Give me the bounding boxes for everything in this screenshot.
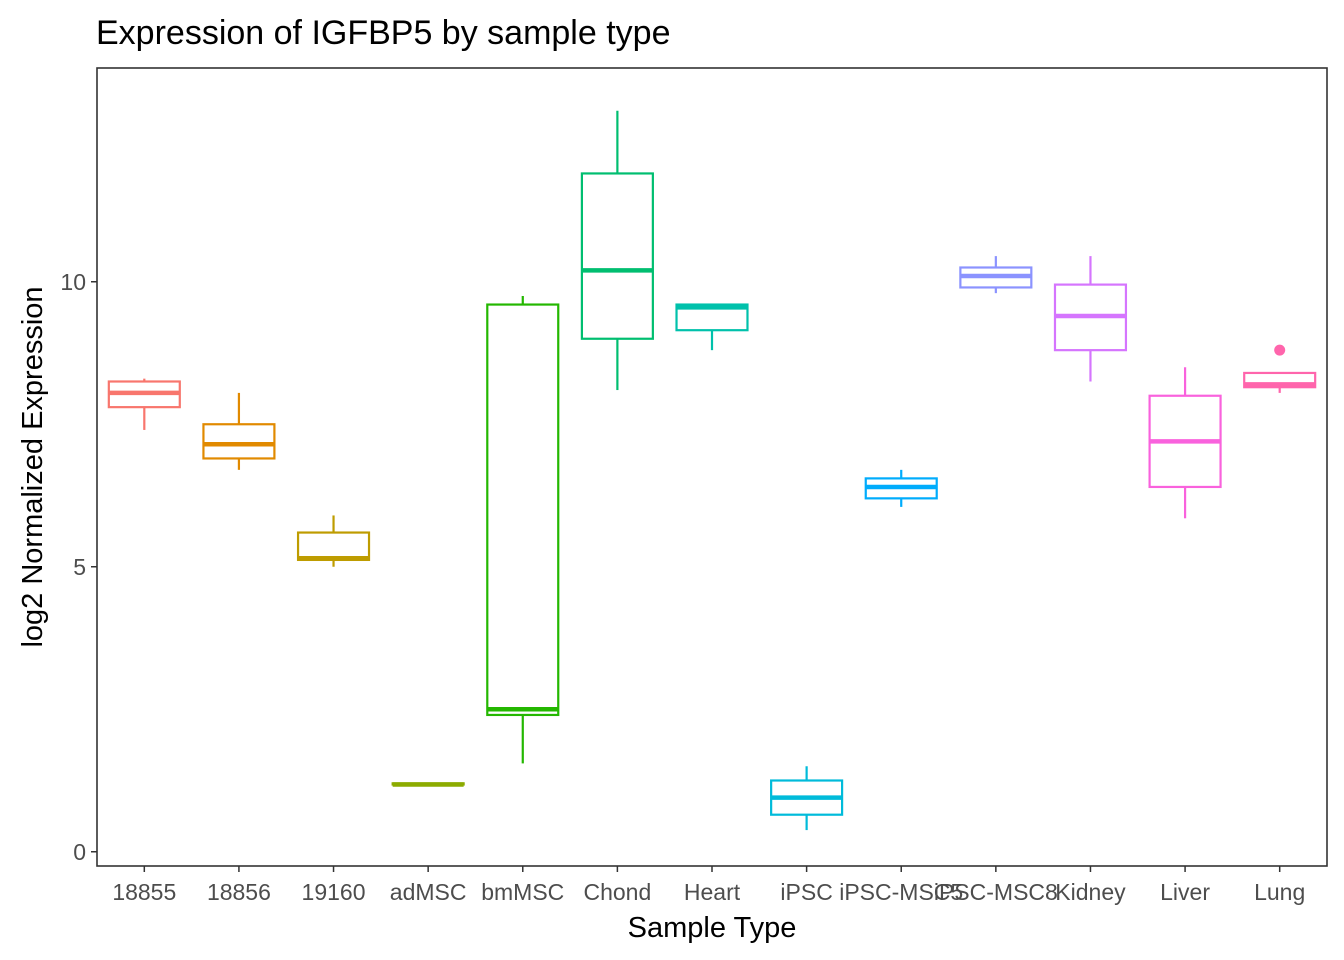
- x-tick-label: Liver: [1160, 879, 1210, 905]
- boxes: [107, 110, 1317, 831]
- x-tick-label: bmMSC: [481, 879, 564, 905]
- y-tick-label: 0: [73, 839, 86, 865]
- y-tick-label: 10: [60, 269, 86, 295]
- box-18855: [107, 378, 181, 430]
- iqr-box: [580, 172, 654, 340]
- box-Heart: [675, 303, 749, 351]
- box-adMSC: [391, 782, 465, 787]
- x-tick-label: adMSC: [390, 879, 467, 905]
- box-Liver: [1148, 367, 1222, 519]
- x-tick-label: iPSC-MSC8: [934, 879, 1058, 905]
- box-Chond: [580, 110, 654, 391]
- outlier-point: [1274, 344, 1286, 356]
- x-tick-label: Chond: [583, 879, 651, 905]
- x-axis-title: Sample Type: [628, 912, 797, 944]
- iqr-box: [202, 423, 276, 460]
- box-iPSC-MSC5: [864, 469, 938, 507]
- x-tick-label: Heart: [684, 879, 741, 905]
- x-tick-label: iPSC-MSC5: [839, 879, 963, 905]
- x-tick-label: 18856: [207, 879, 271, 905]
- box-Lung: [1243, 344, 1317, 393]
- x-tick-label: 19160: [302, 879, 366, 905]
- chart-title: Expression of IGFBP5 by sample type: [96, 14, 670, 52]
- iqr-box: [296, 531, 371, 562]
- x-tick-label: Lung: [1254, 879, 1305, 905]
- box-19160: [296, 515, 371, 567]
- y-axis: 0 5 10: [60, 269, 97, 865]
- y-tick-label: 5: [73, 554, 86, 580]
- plot-panel: [96, 67, 1328, 867]
- box-iPSC-MSC8: [959, 256, 1033, 294]
- x-tick-label: iPSC: [780, 879, 832, 905]
- box-bmMSC: [486, 296, 560, 764]
- y-axis-title: log2 Normalized Expression: [17, 286, 49, 647]
- x-tick-label: 18855: [112, 879, 176, 905]
- iqr-box: [486, 303, 560, 717]
- x-tick-label: Kidney: [1055, 879, 1126, 905]
- box-Kidney: [1053, 256, 1128, 382]
- x-axis: 18855 18856 19160 adMSC bmMSC Chond Heart iPSC i…: [112, 866, 1305, 905]
- box-iPSC: [770, 766, 844, 831]
- box-18856: [202, 392, 276, 470]
